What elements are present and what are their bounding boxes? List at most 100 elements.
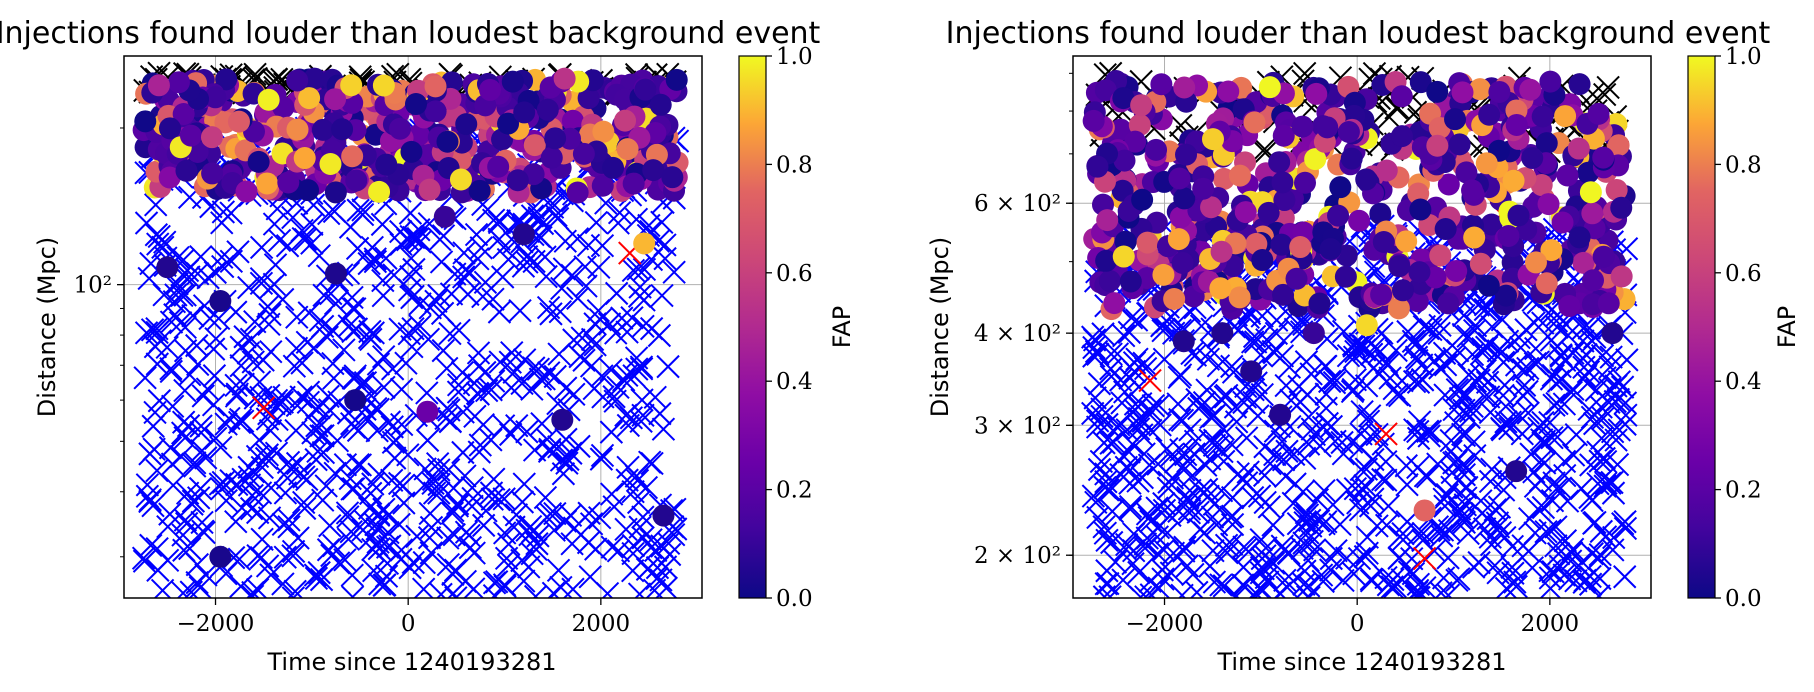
missed-injection-marker <box>336 505 360 529</box>
right-x-axis-label: Time since 1240193281 <box>1216 648 1506 676</box>
injection-point <box>311 118 334 141</box>
missed-injection-marker <box>366 503 391 527</box>
missed-injection-marker <box>554 427 578 452</box>
injection-point <box>158 166 181 189</box>
missed-injection-marker <box>1397 560 1422 584</box>
missed-injection-marker <box>1583 510 1607 535</box>
injection-point <box>544 127 567 150</box>
missed-injection-marker <box>1213 385 1238 409</box>
missed-injection-marker <box>224 509 248 534</box>
injection-point <box>553 67 576 90</box>
missed-injection-marker <box>366 352 391 376</box>
missed-injection-marker <box>534 264 558 289</box>
missed-injection-marker <box>164 283 188 307</box>
missed-injection-marker <box>1571 316 1596 340</box>
injection-point <box>649 93 672 116</box>
missed-injection-marker <box>1086 505 1110 530</box>
missed-injection-marker <box>427 283 451 308</box>
missed-injection-marker <box>311 424 335 448</box>
injection-point <box>1319 238 1342 261</box>
missed-injection-marker <box>371 268 395 293</box>
injection-point <box>1308 292 1331 315</box>
y-tick-label: 6 × 10² <box>974 191 1061 217</box>
red-cross-marker <box>1412 546 1437 571</box>
left-plot-frame <box>123 55 703 599</box>
missed-injection-marker <box>1418 419 1443 443</box>
injection-point <box>1302 322 1325 345</box>
missed-injection-marker <box>1214 533 1239 557</box>
missed-injection-marker <box>405 524 429 549</box>
missed-injection-marker <box>1615 348 1639 372</box>
missed-injection-marker <box>1210 439 1234 464</box>
missed-injection-marker <box>1442 346 1466 371</box>
missed-injection-marker <box>1613 565 1637 589</box>
missed-injection-marker <box>1363 260 1388 284</box>
missed-injection-marker <box>152 283 176 307</box>
injection-point <box>341 145 364 168</box>
missed-injection-marker <box>257 506 282 530</box>
missed-injection-marker <box>255 443 280 467</box>
injection-point <box>561 109 584 132</box>
missed-injection-marker <box>508 298 532 323</box>
missed-injection-marker <box>621 559 645 583</box>
injection-point <box>319 153 342 176</box>
missed-injection-marker <box>556 447 580 472</box>
injection-point <box>1478 103 1501 126</box>
missed-injection-marker <box>367 536 392 561</box>
missed-injection-marker <box>357 251 381 276</box>
injection-point <box>616 138 639 161</box>
missed-injection-marker <box>542 518 566 542</box>
missed-injection-marker <box>629 409 653 434</box>
missed-injection-marker <box>1483 553 1507 578</box>
missed-injection-marker <box>1514 318 1538 342</box>
injection-point <box>1355 314 1378 337</box>
missed-injection-marker <box>629 355 654 379</box>
missed-injection-marker <box>209 435 233 460</box>
missed-injection-marker <box>1241 378 1265 402</box>
missed-injection-marker <box>1442 397 1466 422</box>
missed-injection-marker <box>512 472 536 496</box>
missed-injection-marker <box>314 474 338 498</box>
missed-injection-marker <box>1098 478 1122 503</box>
injection-point <box>1272 124 1295 147</box>
injection-point <box>134 110 157 133</box>
missed-injection-marker <box>650 283 674 308</box>
missed-injection-marker <box>487 300 512 324</box>
injection-point <box>1211 322 1234 345</box>
missed-injection-marker <box>1348 498 1373 522</box>
missed-injection-marker <box>639 316 664 341</box>
injection-point <box>1434 218 1457 241</box>
missed-injection-marker <box>283 579 307 598</box>
missed-injection-marker <box>195 377 220 401</box>
x-tick-label: 0 <box>1350 611 1365 637</box>
missed-injection-marker <box>576 233 601 258</box>
missed-injection-marker <box>548 299 572 324</box>
missed-injection-marker <box>1299 362 1323 386</box>
missed-injection-marker <box>384 428 408 453</box>
injection-point <box>1535 132 1558 155</box>
missed-injection-marker <box>456 282 480 307</box>
missed-injection-marker <box>600 535 624 559</box>
missed-injection-marker <box>415 381 439 405</box>
missed-injection-marker <box>1410 368 1435 392</box>
missed-injection-marker <box>285 451 310 476</box>
missed-injection-marker <box>1504 574 1528 598</box>
missed-injection-marker <box>578 565 602 589</box>
missed-injection-marker <box>1240 330 1265 354</box>
missed-injection-marker <box>1472 517 1497 541</box>
missed-injection-marker <box>1494 410 1518 434</box>
missed-injection-marker <box>626 490 651 515</box>
missed-injection-marker <box>487 209 511 233</box>
injection-point <box>256 172 279 195</box>
missed-injection-marker <box>262 212 287 236</box>
missed-injection-marker <box>656 354 680 379</box>
missed-injection-marker <box>1361 487 1385 511</box>
missed-injection-marker <box>177 265 201 289</box>
injection-point <box>1304 148 1327 171</box>
injection-point <box>1445 259 1468 282</box>
missed-injection-marker <box>1607 418 1631 442</box>
injection-point <box>1098 270 1121 293</box>
missed-injection-marker <box>436 526 460 550</box>
missed-injection-marker <box>1124 308 1149 332</box>
injection-point <box>1119 270 1142 293</box>
